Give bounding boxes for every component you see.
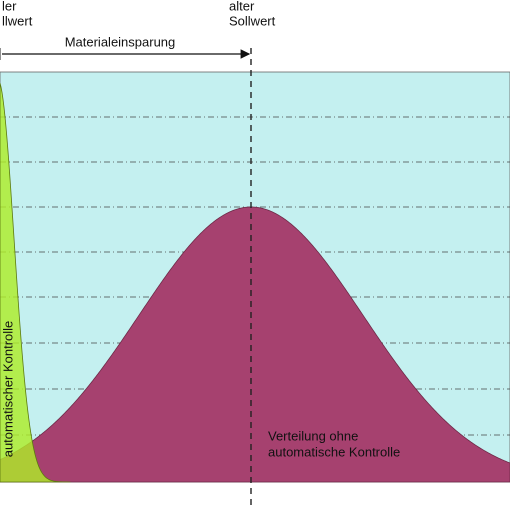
with-control-label: automatischer Kontrolle [0, 321, 15, 458]
without-control-label: automatische Kontrolle [268, 444, 400, 459]
old-setpoint-label: alter [229, 0, 255, 13]
distribution-without-control [0, 206, 510, 483]
distribution-with-control [0, 83, 71, 483]
saving-label: Materialeinsparung [65, 34, 176, 49]
new-setpoint-label: llwert [2, 13, 33, 28]
old-setpoint-label: Sollwert [229, 13, 276, 28]
without-control-label: Verteilung ohne [268, 428, 358, 443]
new-setpoint-label: ler [2, 0, 17, 13]
